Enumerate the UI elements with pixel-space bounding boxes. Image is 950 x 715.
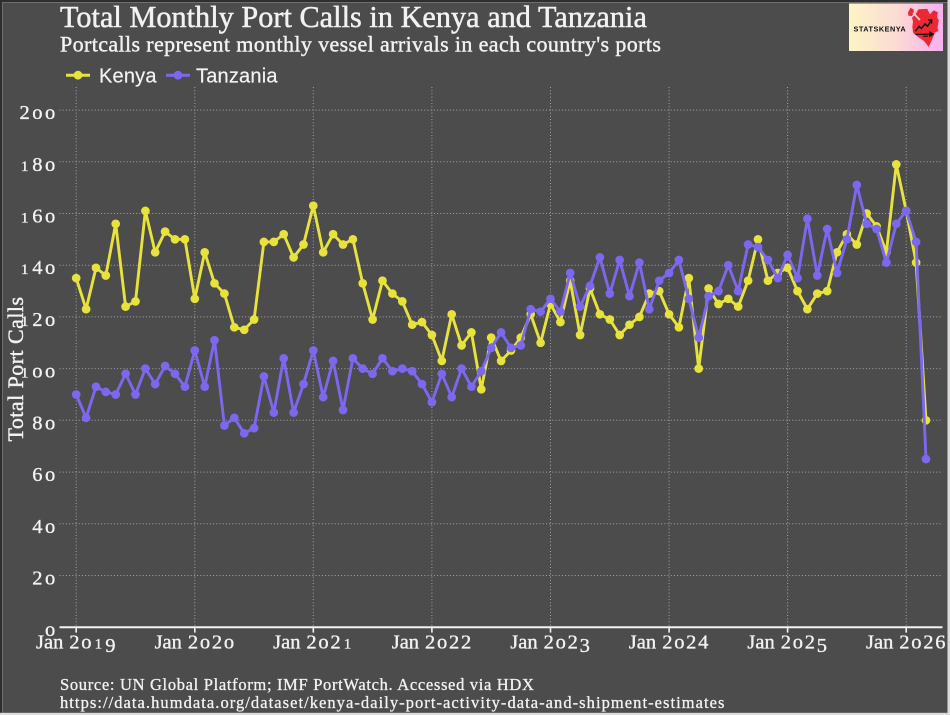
svg-text:Portcalls represent monthly ve: Portcalls represent monthly vessel arriv…	[60, 32, 661, 57]
svg-text:a: a	[755, 632, 764, 654]
svg-text:o: o	[911, 632, 921, 654]
svg-text:J: J	[36, 632, 44, 654]
svg-text:o: o	[45, 361, 55, 383]
svg-text:Source: UN Global Platform; IM: Source: UN Global Platform; IMF PortWatc…	[60, 675, 535, 694]
svg-text:1: 1	[21, 365, 29, 382]
svg-text:1: 1	[344, 636, 352, 653]
svg-text:2: 2	[461, 632, 471, 654]
svg-text:4: 4	[32, 257, 42, 279]
svg-text:o: o	[45, 257, 55, 279]
svg-text:o: o	[224, 632, 234, 654]
svg-text:1: 1	[21, 158, 29, 175]
svg-text:8: 8	[32, 154, 42, 176]
svg-text:n: n	[53, 632, 63, 654]
svg-text:2: 2	[306, 632, 316, 654]
svg-text:o: o	[45, 309, 55, 331]
svg-text:4: 4	[698, 632, 708, 654]
svg-text:o: o	[793, 632, 803, 654]
svg-text:n: n	[290, 632, 300, 654]
svg-text:2: 2	[899, 632, 909, 654]
svg-text:a: a	[281, 632, 290, 654]
svg-text:o: o	[45, 102, 55, 124]
svg-text:3: 3	[580, 635, 590, 657]
svg-text:8: 8	[32, 412, 42, 434]
svg-text:2: 2	[188, 632, 198, 654]
svg-text:a: a	[163, 632, 172, 654]
svg-text:o: o	[32, 361, 42, 383]
svg-text:STATSKENYA: STATSKENYA	[854, 25, 907, 34]
svg-text:a: a	[637, 632, 646, 654]
svg-text:n: n	[646, 632, 656, 654]
svg-text:2: 2	[69, 632, 79, 654]
svg-text:2: 2	[544, 632, 554, 654]
svg-text:5: 5	[817, 635, 827, 657]
svg-text:2: 2	[781, 632, 791, 654]
svg-text:o: o	[45, 154, 55, 176]
svg-text:2: 2	[923, 632, 933, 654]
svg-text:2: 2	[568, 632, 578, 654]
svg-text:o: o	[45, 619, 55, 641]
svg-text:o: o	[45, 516, 55, 538]
svg-text:J: J	[273, 632, 281, 654]
svg-text:https://data.humdata.org/datas: https://data.humdata.org/dataset/kenya-d…	[60, 693, 725, 712]
svg-text:2: 2	[662, 632, 672, 654]
svg-text:2: 2	[212, 632, 222, 654]
svg-text:2: 2	[449, 632, 459, 654]
svg-text:n: n	[172, 632, 182, 654]
svg-text:o: o	[318, 632, 328, 654]
svg-text:2: 2	[32, 309, 42, 331]
svg-text:o: o	[556, 632, 566, 654]
svg-text:2: 2	[805, 632, 815, 654]
svg-text:Kenya: Kenya	[99, 66, 157, 88]
svg-text:9: 9	[105, 635, 115, 657]
svg-text:o: o	[45, 464, 55, 486]
svg-text:a: a	[400, 632, 409, 654]
svg-text:2: 2	[686, 632, 696, 654]
svg-text:J: J	[510, 632, 518, 654]
svg-text:1: 1	[21, 210, 29, 227]
svg-text:o: o	[674, 632, 684, 654]
svg-text:J: J	[155, 632, 163, 654]
svg-text:2: 2	[330, 632, 340, 654]
svg-text:2: 2	[32, 568, 42, 590]
svg-text:6: 6	[32, 464, 42, 486]
svg-text:n: n	[765, 632, 775, 654]
svg-text:J: J	[629, 632, 637, 654]
svg-text:o: o	[45, 568, 55, 590]
svg-text:6: 6	[32, 206, 42, 228]
svg-text:o: o	[81, 632, 91, 654]
svg-text:a: a	[44, 632, 53, 654]
svg-text:2: 2	[20, 102, 30, 124]
svg-text:2: 2	[425, 632, 435, 654]
svg-text:Total Port Calls: Total Port Calls	[3, 297, 28, 442]
svg-text:o: o	[32, 102, 42, 124]
svg-text:n: n	[527, 632, 537, 654]
svg-text:1: 1	[21, 261, 29, 278]
svg-text:1: 1	[95, 636, 103, 653]
svg-text:n: n	[409, 632, 419, 654]
svg-text:a: a	[518, 632, 527, 654]
svg-text:1: 1	[21, 313, 29, 330]
svg-text:Tanzania: Tanzania	[196, 66, 278, 88]
svg-text:o: o	[45, 412, 55, 434]
svg-text:o: o	[45, 206, 55, 228]
svg-text:6: 6	[935, 632, 945, 654]
svg-text:J: J	[392, 632, 400, 654]
svg-text:Total Monthly Port Calls in Ke: Total Monthly Port Calls in Kenya and Ta…	[60, 0, 647, 34]
svg-text:o: o	[200, 632, 210, 654]
svg-text:o: o	[437, 632, 447, 654]
svg-text:a: a	[874, 632, 883, 654]
svg-text:J: J	[747, 632, 755, 654]
svg-text:n: n	[883, 632, 893, 654]
svg-text:4: 4	[32, 516, 42, 538]
svg-text:J: J	[866, 632, 874, 654]
